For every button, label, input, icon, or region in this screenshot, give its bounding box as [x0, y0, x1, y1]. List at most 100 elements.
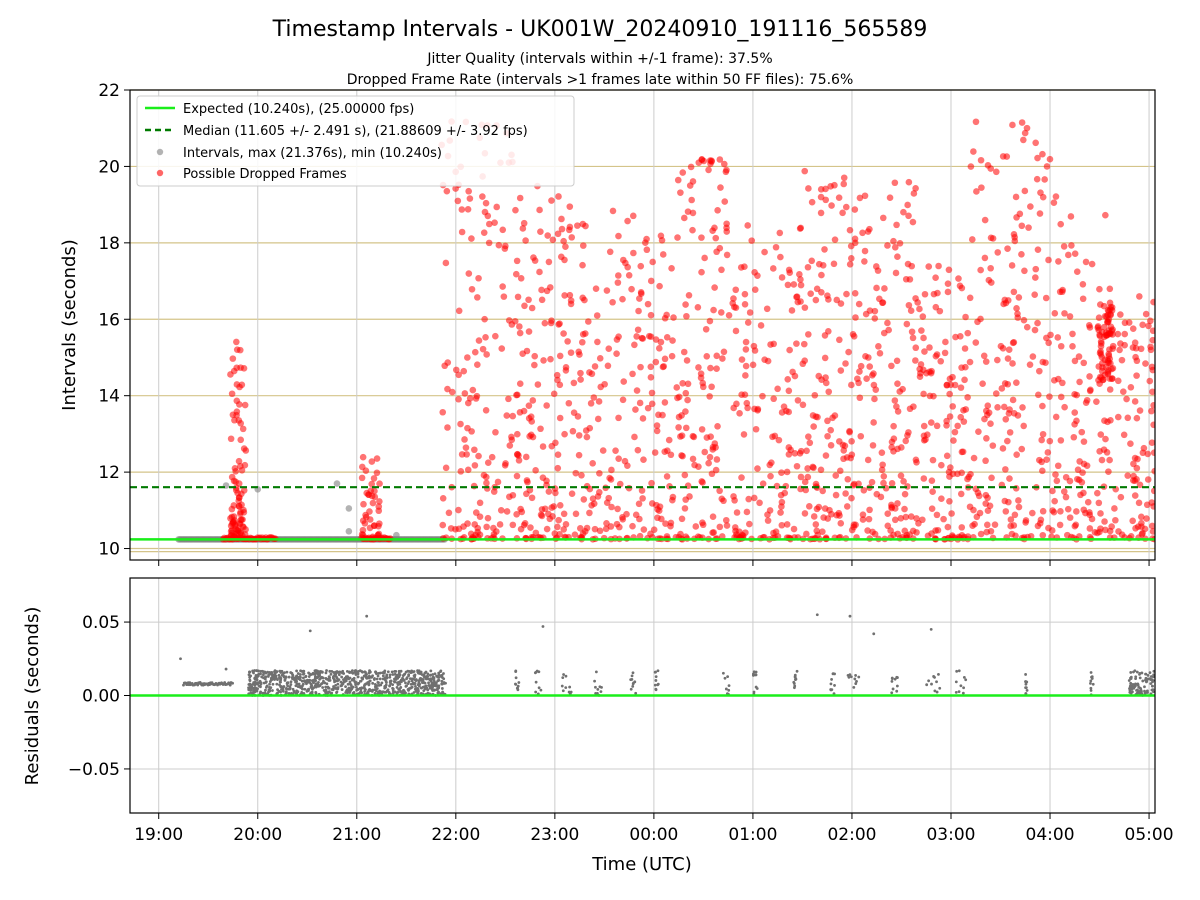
dropped-frame-point: [561, 292, 568, 299]
dropped-frame-point: [655, 507, 663, 515]
dropped-frame-point: [239, 425, 247, 433]
residual-point: [793, 684, 797, 688]
dropped-frame-point: [1143, 515, 1150, 522]
dropped-frame-point: [1144, 476, 1152, 483]
residual-point: [224, 667, 228, 671]
dropped-frame-point: [1129, 325, 1137, 332]
dropped-frame-point: [746, 309, 754, 316]
dropped-frame-point: [1098, 340, 1105, 347]
dropped-frame-point: [684, 380, 692, 388]
residual-point: [313, 672, 317, 675]
dropped-frame-point: [801, 478, 809, 486]
dropped-frame-point: [579, 242, 587, 249]
dropped-frame-point: [721, 198, 729, 205]
residual-point: [248, 678, 252, 682]
dropped-frame-point: [1032, 139, 1039, 147]
residual-point: [429, 673, 432, 677]
dropped-frame-point: [869, 442, 877, 449]
dropped-frame-point: [1135, 499, 1143, 507]
dropped-frame-point: [682, 424, 690, 432]
dropped-frame-point: [839, 209, 846, 217]
dropped-frame-point: [593, 312, 601, 319]
dropped-frame-point: [227, 435, 235, 443]
residual-point: [890, 691, 894, 695]
dropped-frame-point: [892, 269, 900, 277]
dropped-frame-point: [1043, 334, 1050, 342]
residual-point: [348, 680, 352, 684]
dropped-frame-point: [1069, 330, 1076, 338]
dropped-frame-point: [577, 376, 584, 383]
residual-point: [514, 676, 518, 680]
dropped-frame-point: [1068, 242, 1075, 249]
residual-point: [815, 613, 819, 617]
dropped-frame-point: [1117, 493, 1125, 501]
dropped-frame-point: [777, 509, 784, 516]
dropped-frame-point: [1114, 413, 1122, 421]
residual-point: [346, 675, 349, 678]
dropped-frame-point: [455, 395, 462, 403]
dropped-frame-point: [548, 197, 555, 204]
dropped-frame-point: [884, 522, 892, 530]
dropped-frame-point: [1097, 348, 1104, 355]
dropped-frame-point: [631, 433, 638, 441]
dropped-frame-point: [522, 453, 530, 461]
dropped-frame-point: [797, 224, 805, 232]
dropped-frame-point: [946, 375, 954, 383]
xtick-label: 02:00: [827, 825, 876, 845]
dropped-frame-point: [946, 413, 954, 420]
dropped-frame-point: [716, 487, 723, 495]
dropped-frame-point: [1133, 414, 1141, 422]
dropped-frame-point: [863, 375, 870, 383]
dropped-frame-point: [859, 516, 867, 523]
dropped-frame-point: [457, 420, 464, 428]
dropped-frame-point: [698, 268, 705, 276]
dropped-frame-point: [983, 435, 990, 442]
dropped-frame-point: [812, 521, 820, 528]
dropped-frame-point: [445, 509, 453, 517]
dropped-frame-point: [1012, 193, 1020, 201]
residual-point: [375, 677, 379, 681]
dropped-frame-point: [962, 363, 969, 371]
dropped-frame-point: [1043, 163, 1051, 170]
dropped-frame-point: [912, 344, 920, 352]
dropped-frame-point: [465, 187, 472, 195]
residual-point: [364, 675, 368, 679]
dropped-frame-point: [819, 262, 827, 269]
dropped-frame-point: [1139, 529, 1146, 537]
dropped-frame-point: [1046, 155, 1054, 163]
residual-point: [830, 688, 834, 692]
dropped-frame-point: [528, 494, 536, 502]
residual-point: [1091, 682, 1095, 686]
dropped-frame-point: [1052, 413, 1060, 421]
dropped-frame-point: [537, 511, 545, 519]
residual-point: [395, 686, 399, 689]
dropped-frame-point: [826, 506, 833, 514]
dropped-frame-point: [809, 463, 817, 471]
residual-point: [426, 677, 430, 681]
dropped-frame-point: [751, 494, 758, 502]
dropped-frame-point: [689, 209, 697, 217]
dropped-frame-point: [1074, 475, 1081, 483]
dropped-frame-point: [233, 338, 240, 346]
dropped-frame-point: [1046, 437, 1054, 445]
dropped-frame-point: [625, 271, 633, 279]
dropped-frame-point: [695, 463, 702, 470]
dropped-frame-point: [1066, 514, 1074, 521]
dropped-frame-point: [819, 528, 826, 535]
dropped-frame-point: [667, 519, 675, 527]
residual-point: [359, 690, 363, 694]
dropped-frame-point: [742, 372, 749, 379]
dropped-frame-point: [766, 461, 774, 469]
dropped-frame-point: [1150, 487, 1155, 495]
residual-point: [179, 657, 182, 661]
dropped-frame-point: [964, 329, 972, 337]
dropped-frame-point: [902, 275, 910, 283]
dropped-frame-point: [579, 261, 586, 269]
dropped-frame-point: [890, 237, 897, 245]
dropped-frame-point: [1106, 456, 1113, 464]
dropped-frame-point: [1001, 380, 1009, 387]
residual-point: [1024, 680, 1028, 684]
dropped-frame-point: [682, 389, 690, 397]
dropped-frame-point: [556, 320, 563, 327]
dropped-frame-point: [1009, 360, 1016, 367]
